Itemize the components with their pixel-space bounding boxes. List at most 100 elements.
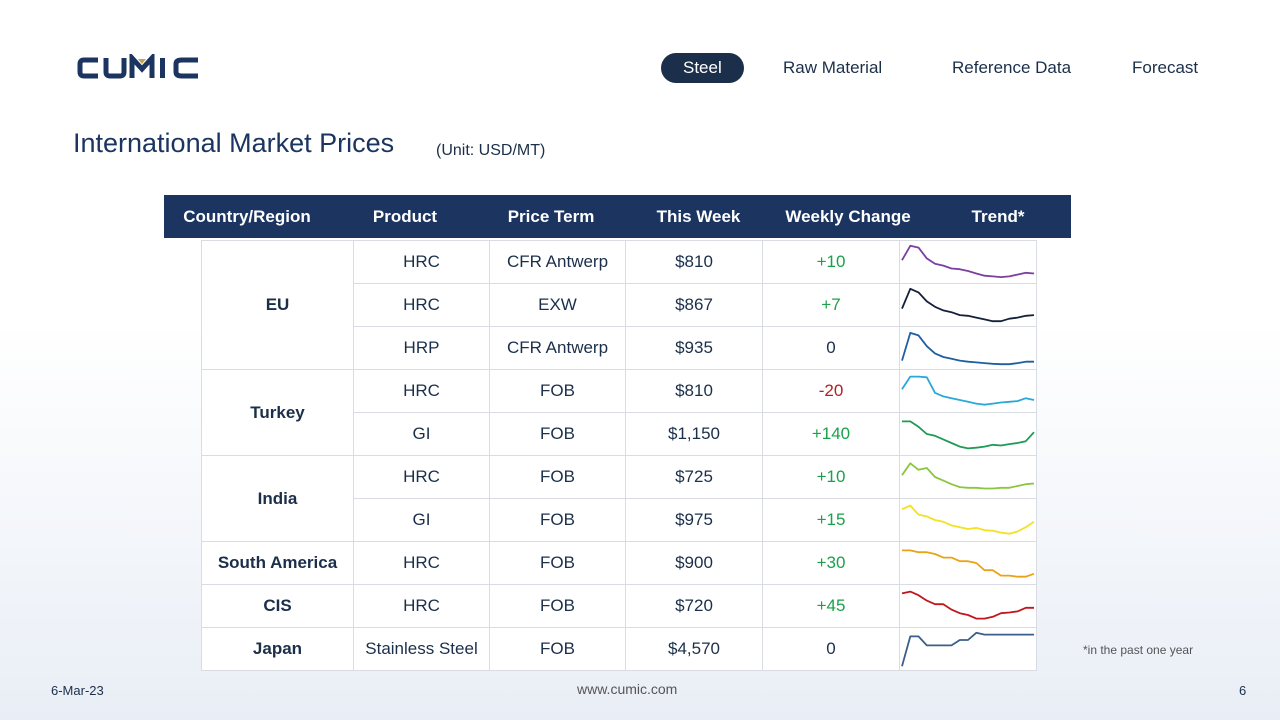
product-cell: HRC <box>353 369 490 413</box>
trend-sparkline <box>901 375 1035 406</box>
table-row: Turkey HRC FOB $810 -20 <box>201 369 1037 456</box>
this-week-cell: $720 <box>625 584 763 628</box>
trend-line <box>902 549 1035 578</box>
trend-line <box>902 420 1035 450</box>
region-cell: Japan <box>201 627 354 671</box>
price-term-cell: FOB <box>489 369 626 413</box>
trend-cell <box>899 240 1037 284</box>
trend-cell <box>899 584 1037 628</box>
trend-sparkline <box>901 244 1035 278</box>
trend-line <box>901 332 1034 366</box>
trend-cell <box>899 455 1037 499</box>
trend-line <box>901 244 1035 278</box>
col-header-trend: Trend* <box>971 207 1025 226</box>
price-term-cell: CFR Antwerp <box>489 326 626 370</box>
price-term-cell: FOB <box>489 455 626 499</box>
weekly-change-cell: +30 <box>762 541 900 585</box>
trend-sparkline <box>901 462 1035 490</box>
price-term-cell: EXW <box>489 283 626 327</box>
weekly-change-cell: +7 <box>762 283 900 327</box>
col-header-product: Product <box>372 207 438 226</box>
table-row: Japan Stainless Steel FOB $4,570 0 <box>201 627 1037 671</box>
product-cell: HRC <box>353 584 490 628</box>
table-row: CIS HRC FOB $720 +45 <box>201 584 1037 628</box>
cumic-logo <box>77 54 198 79</box>
trend-sparkline <box>901 590 1034 620</box>
this-week-cell: $935 <box>625 326 763 370</box>
trend-sparkline <box>901 504 1035 535</box>
product-cell: HRC <box>353 455 490 499</box>
this-week-cell: $975 <box>625 498 763 542</box>
this-week-cell: $4,570 <box>625 627 763 671</box>
weekly-change-cell: 0 <box>762 627 900 671</box>
weekly-change-cell: +45 <box>762 584 900 628</box>
nav-tab-raw-material[interactable]: Raw Material <box>783 58 883 77</box>
trend-line <box>901 590 1034 620</box>
this-week-cell: $725 <box>625 455 763 499</box>
weekly-change-cell: +10 <box>762 240 900 284</box>
trend-cell <box>899 283 1037 327</box>
product-cell: HRC <box>353 283 490 327</box>
page-title: International Market Prices <box>73 128 395 158</box>
product-cell: HRP <box>353 326 490 370</box>
trend-sparkline <box>901 332 1034 366</box>
weekly-change-cell: +10 <box>762 455 900 499</box>
table-row: GI FOB $1,150 +140 <box>202 412 1037 456</box>
region-cell: Turkey <box>201 369 354 456</box>
col-header-weekly-change: Weekly Change <box>785 207 911 226</box>
nav-tab-reference-data[interactable]: Reference Data <box>952 58 1072 77</box>
trend-cell <box>899 412 1037 456</box>
trend-line <box>901 631 1034 667</box>
table-row: HRP CFR Antwerp $935 0 <box>202 326 1037 370</box>
nav-tab-forecast[interactable]: Forecast <box>1132 58 1199 77</box>
trend-cell <box>899 627 1037 671</box>
table-row: GI FOB $975 +15 <box>202 498 1037 542</box>
unit-label: (Unit: USD/MT) <box>436 142 546 159</box>
price-term-cell: FOB <box>489 412 626 456</box>
col-header-term: Price Term <box>507 207 595 226</box>
product-cell: HRC <box>353 541 490 585</box>
col-header-this-week: This Week <box>656 207 741 226</box>
nav-tab-steel[interactable]: Steel <box>661 53 744 83</box>
trend-line <box>901 287 1035 323</box>
trend-sparkline <box>901 287 1035 323</box>
trend-sparkline <box>901 631 1034 667</box>
trend-line <box>901 375 1035 406</box>
region-cell: CIS <box>201 584 354 628</box>
product-cell: GI <box>353 498 490 542</box>
trend-footnote: *in the past one year <box>1083 643 1194 657</box>
trend-line <box>901 462 1035 490</box>
weekly-change-cell: +15 <box>762 498 900 542</box>
price-term-cell: FOB <box>489 627 626 671</box>
table-row: HRC EXW $867 +7 <box>202 283 1037 327</box>
trend-cell <box>899 369 1037 413</box>
this-week-cell: $900 <box>625 541 763 585</box>
weekly-change-cell: -20 <box>762 369 900 413</box>
weekly-change-cell: +140 <box>762 412 900 456</box>
this-week-cell: $810 <box>625 369 763 413</box>
table-row: EU HRC CFR Antwerp $810 +10 <box>201 240 1037 370</box>
table-header: Country/Region Product Price Term This W… <box>164 195 1071 238</box>
table-row: India HRC FOB $725 +10 <box>201 455 1037 542</box>
table-row: South America HRC FOB $900 +30 <box>201 541 1037 585</box>
footer-url[interactable]: www.cumic.com <box>577 681 678 697</box>
price-term-cell: FOB <box>489 541 626 585</box>
product-cell: HRC <box>353 240 490 284</box>
price-term-cell: CFR Antwerp <box>489 240 626 284</box>
this-week-cell: $867 <box>625 283 763 327</box>
trend-cell <box>899 498 1037 542</box>
price-term-cell: FOB <box>489 584 626 628</box>
price-term-cell: FOB <box>489 498 626 542</box>
trend-line <box>901 504 1035 535</box>
footer-date: 6-Mar-23 <box>51 683 104 698</box>
col-header-region: Country/Region <box>183 207 311 226</box>
weekly-change-cell: 0 <box>762 326 900 370</box>
region-cell: South America <box>201 541 354 585</box>
product-cell: GI <box>353 412 490 456</box>
this-week-cell: $1,150 <box>625 412 763 456</box>
trend-cell <box>899 541 1037 585</box>
region-cell: India <box>201 455 354 542</box>
trend-cell <box>899 326 1037 370</box>
region-cell: EU <box>201 240 354 370</box>
top-nav: Steel Raw Material Reference Data Foreca… <box>661 53 1210 83</box>
